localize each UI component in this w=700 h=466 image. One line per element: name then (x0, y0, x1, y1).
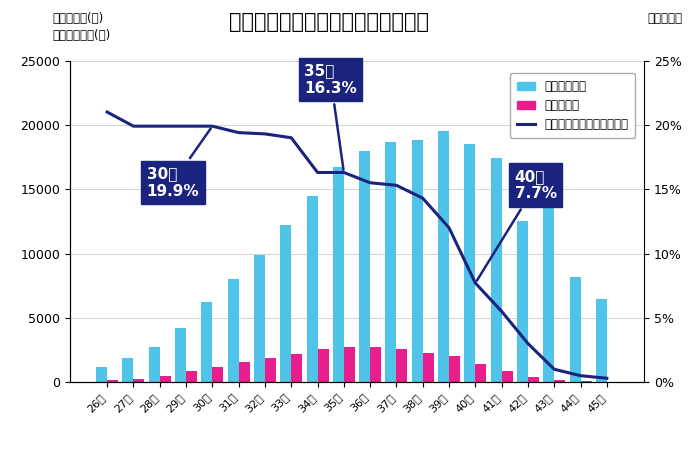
Bar (449, 356, 460, 382)
Bar (239, 362, 250, 382)
Bar (148, 347, 160, 382)
Bar (160, 376, 171, 382)
生産分娩数／総治療周期数 (314, 170, 322, 175)
Bar (228, 279, 239, 382)
Bar (491, 158, 502, 382)
Bar (386, 142, 396, 382)
生産分娩数／総治療周期数 (392, 183, 400, 188)
Bar (370, 347, 382, 382)
生産分娩数／総治療周期数 (260, 131, 269, 137)
生産分娩数／総治療周期数 (340, 170, 348, 175)
Bar (307, 196, 318, 382)
生産分娩数／総治療周期数 (445, 225, 454, 231)
Legend: 総治療周期数, 生産分娩数, 生産分娩数／総治療周期数: 総治療周期数, 生産分娩数, 生産分娩数／総治療周期数 (510, 73, 635, 138)
Text: 30歳
19.9%: 30歳 19.9% (146, 129, 211, 199)
Bar (423, 353, 434, 382)
Line: 生産分娩数／総治療周期数: 生産分娩数／総治療周期数 (107, 112, 607, 378)
Bar (280, 225, 291, 382)
Bar (517, 221, 528, 382)
Text: 不妊治療における年齢と生産分娩率: 不妊治療における年齢と生産分娩率 (229, 12, 429, 32)
Bar (475, 364, 486, 382)
Bar (212, 367, 223, 382)
生産分娩数／総治療周期数 (419, 195, 427, 201)
生産分娩数／総治療周期数 (471, 280, 480, 286)
Bar (528, 377, 539, 382)
生産分娩数／総治療周期数 (498, 308, 506, 314)
生産分娩数／総治療周期数 (182, 123, 190, 129)
Bar (107, 380, 118, 382)
Bar (464, 144, 475, 382)
生産分娩数／総治療周期数 (130, 123, 138, 129)
生産分娩数／総治療周期数 (524, 341, 532, 346)
Bar (175, 328, 186, 382)
Bar (554, 380, 566, 382)
生産分娩数／総治療周期数 (287, 135, 295, 141)
Bar (543, 183, 554, 382)
Text: 生産分娩数(件)
総治療周期数(件): 生産分娩数(件) 総治療周期数(件) (52, 12, 111, 41)
Text: 35歳
16.3%: 35歳 16.3% (304, 63, 357, 170)
生産分娩数／総治療周期数 (576, 373, 584, 378)
生産分娩数／総治療周期数 (155, 123, 164, 129)
Text: 生産分娩率: 生産分娩率 (648, 12, 682, 25)
Bar (412, 140, 423, 382)
Bar (202, 302, 212, 382)
生産分娩数／総治療周期数 (603, 376, 611, 381)
Bar (359, 151, 370, 382)
生産分娩数／総治療周期数 (366, 180, 375, 185)
Text: 40歳
7.7%: 40歳 7.7% (477, 169, 557, 281)
Bar (438, 131, 449, 382)
Bar (265, 358, 276, 382)
Bar (396, 349, 407, 382)
Bar (596, 299, 607, 382)
生産分娩数／総治療周期数 (103, 109, 111, 115)
Bar (570, 277, 580, 382)
Bar (318, 349, 328, 382)
生産分娩数／総治療周期数 (208, 123, 216, 129)
Bar (291, 354, 302, 382)
Bar (502, 370, 512, 382)
Bar (134, 378, 144, 382)
生産分娩数／総治療周期数 (234, 130, 243, 136)
Bar (344, 347, 355, 382)
Bar (122, 358, 134, 382)
生産分娩数／総治療周期数 (550, 366, 559, 372)
Bar (96, 367, 107, 382)
Bar (254, 255, 265, 382)
Bar (186, 370, 197, 382)
Bar (332, 167, 344, 382)
